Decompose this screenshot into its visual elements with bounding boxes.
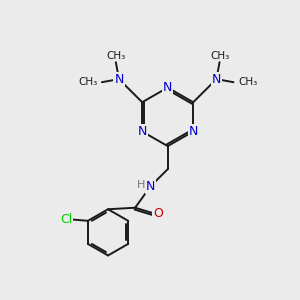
- Text: N: N: [163, 81, 172, 94]
- Text: N: N: [146, 180, 155, 193]
- Text: N: N: [114, 73, 124, 85]
- Text: N: N: [137, 125, 147, 138]
- Text: N: N: [188, 125, 198, 138]
- Text: CH₃: CH₃: [78, 77, 97, 87]
- Text: CH₃: CH₃: [210, 51, 229, 61]
- Text: Cl: Cl: [60, 213, 72, 226]
- Text: N: N: [212, 73, 221, 85]
- Text: H: H: [137, 180, 146, 190]
- Text: O: O: [154, 207, 163, 220]
- Text: CH₃: CH₃: [106, 51, 125, 61]
- Text: CH₃: CH₃: [238, 77, 257, 87]
